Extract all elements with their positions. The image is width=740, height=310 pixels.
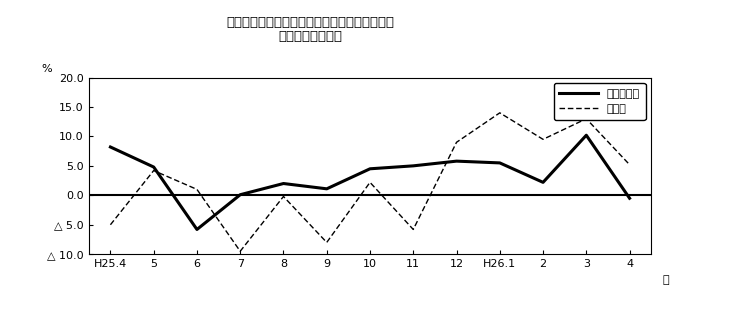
Text: %: % [41,64,52,74]
Text: 月: 月 [662,275,669,286]
Legend: 調査産業計, 製造業: 調査産業計, 製造業 [554,83,645,120]
Text: 第２図　所定外労働時間　対前年同月比の推移
（規樯５人以上）: 第２図 所定外労働時間 対前年同月比の推移 （規樯５人以上） [226,16,395,43]
